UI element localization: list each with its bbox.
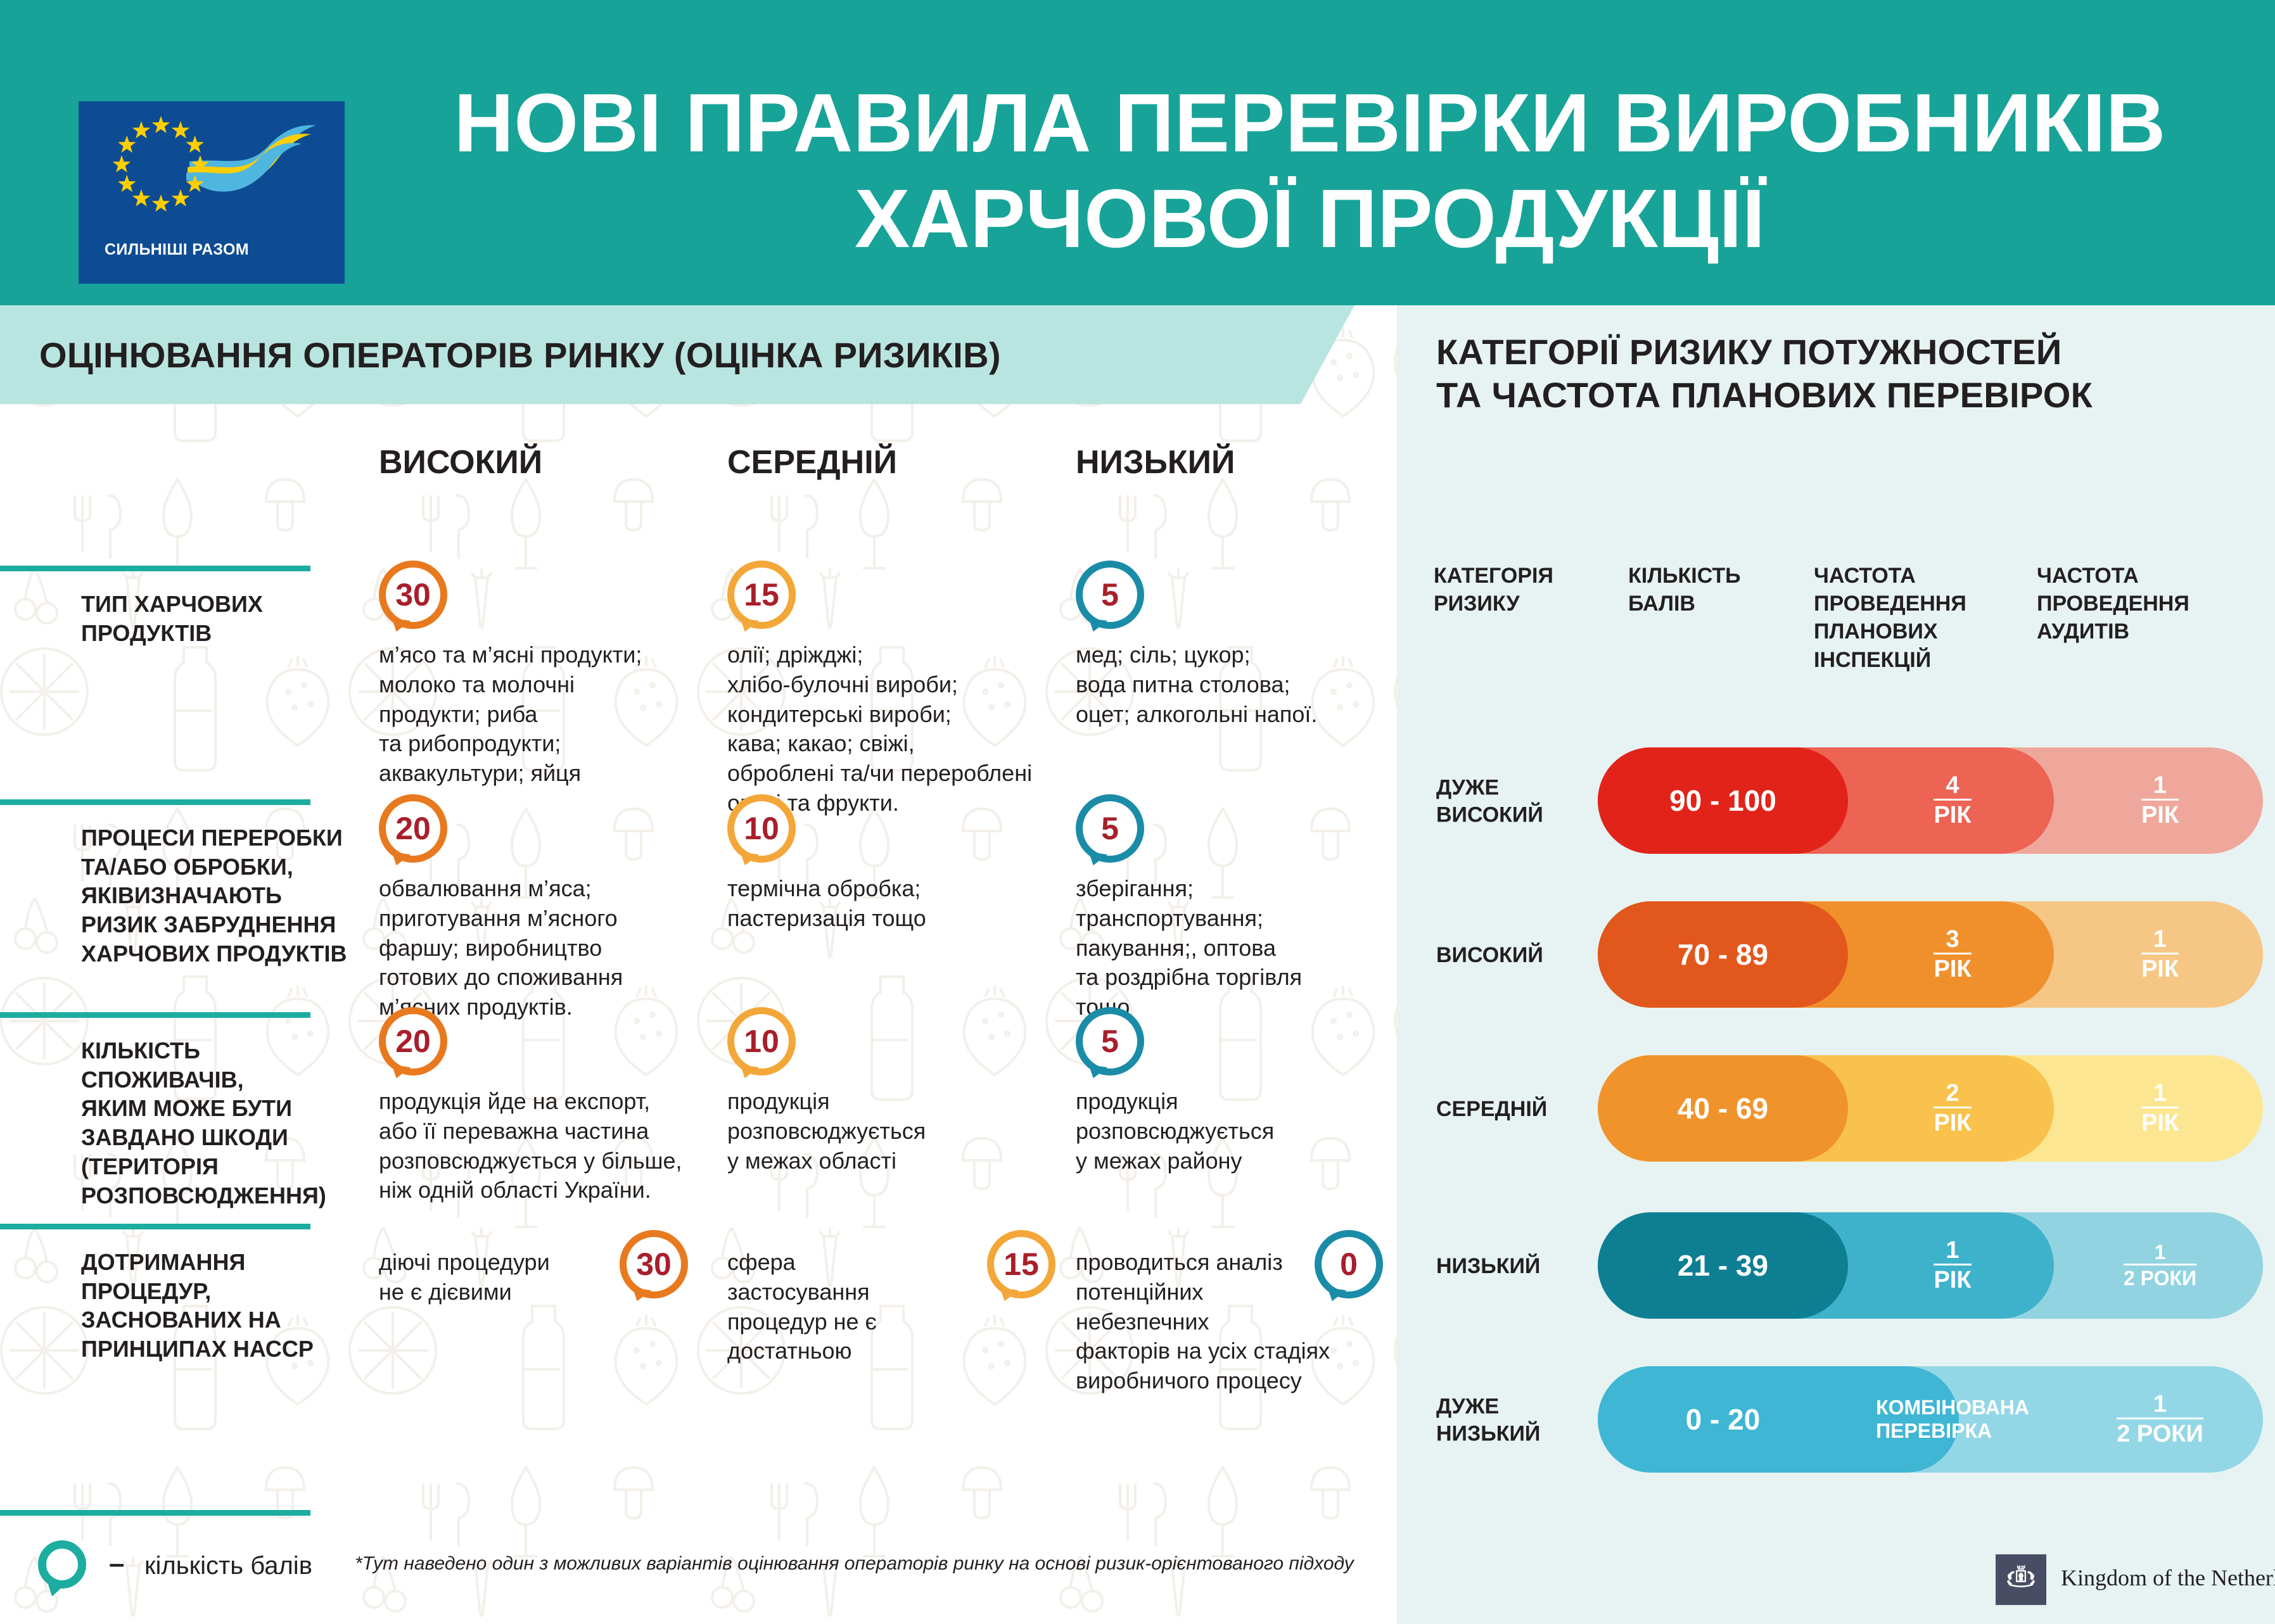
svg-text:СИЛЬНІШІ РАЗОМ: СИЛЬНІШІ РАЗОМ xyxy=(105,241,249,258)
